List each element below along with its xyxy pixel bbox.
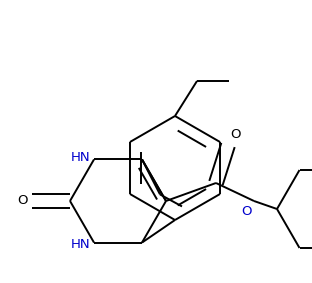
- Text: O: O: [17, 194, 28, 207]
- Text: O: O: [230, 128, 241, 141]
- Text: HN: HN: [71, 238, 90, 251]
- Text: O: O: [241, 205, 252, 218]
- Text: HN: HN: [71, 151, 90, 164]
